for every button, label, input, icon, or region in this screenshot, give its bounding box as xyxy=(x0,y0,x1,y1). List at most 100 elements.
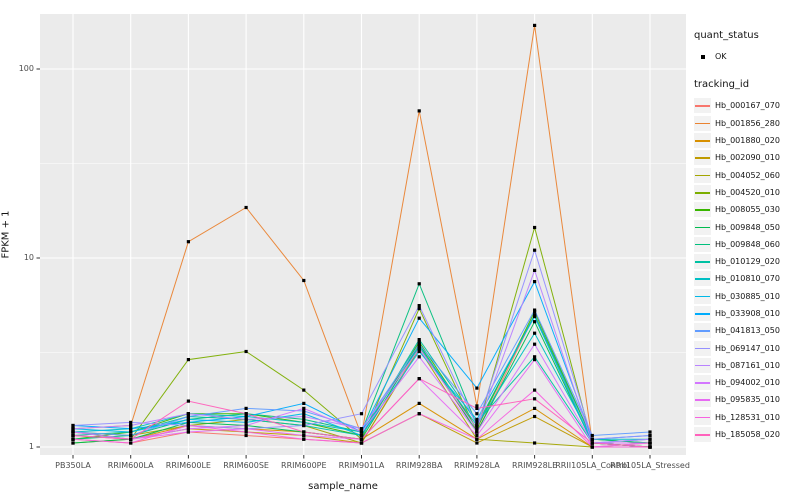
data-point xyxy=(533,355,537,359)
data-point xyxy=(590,437,594,441)
data-point xyxy=(71,441,75,445)
data-point xyxy=(417,412,421,416)
line-swatch-icon xyxy=(694,150,711,166)
data-point xyxy=(186,240,190,244)
data-point xyxy=(302,417,306,421)
legend-item-label: Hb_004052_060 xyxy=(715,170,780,180)
legend-item-Hb_094002_010: Hb_094002_010 xyxy=(694,374,800,391)
legend-item-label: Hb_001856_280 xyxy=(715,118,780,128)
data-point xyxy=(359,430,364,434)
data-point xyxy=(186,427,190,431)
data-point xyxy=(590,433,594,438)
data-point xyxy=(186,412,190,416)
data-point xyxy=(648,445,652,449)
legend-item-label: Hb_033908_010 xyxy=(715,309,780,318)
data-point xyxy=(71,427,75,431)
data-point xyxy=(533,414,537,419)
data-point xyxy=(186,417,190,421)
data-point xyxy=(302,423,306,428)
data-point xyxy=(244,420,248,424)
legend-item-Hb_009848_060: Hb_009848_060 xyxy=(694,236,800,253)
data-point xyxy=(186,399,190,403)
y-tick-label: 10 xyxy=(23,253,34,262)
line-swatch-icon xyxy=(694,202,711,218)
data-point xyxy=(417,307,421,311)
x-tick-label: RRIM600PE xyxy=(281,461,327,470)
data-point xyxy=(533,388,537,392)
data-point xyxy=(648,433,652,438)
data-point xyxy=(475,417,479,421)
x-tick-label: RRIM928LE xyxy=(512,461,558,470)
data-point xyxy=(417,342,421,346)
y-axis-title: FPKM + 1 xyxy=(0,210,12,259)
data-point xyxy=(475,386,479,390)
line-swatch-icon xyxy=(694,167,711,183)
plot-panel xyxy=(40,14,686,455)
line-swatch-icon xyxy=(694,323,711,339)
legend-item-Hb_004052_060: Hb_004052_060 xyxy=(694,166,800,183)
data-point xyxy=(302,406,306,410)
data-point xyxy=(417,401,421,405)
data-point xyxy=(533,225,537,230)
legend-item-Hb_000167_070: Hb_000167_070 xyxy=(694,97,800,114)
data-point xyxy=(533,331,537,335)
data-point xyxy=(417,340,421,344)
data-point xyxy=(302,437,306,441)
data-point xyxy=(302,420,306,424)
line-swatch-icon xyxy=(694,288,711,304)
legend-panel: quant_status OK tracking_id Hb_000167_07… xyxy=(694,30,800,443)
x-axis-title: sample_name xyxy=(308,481,378,492)
data-point xyxy=(359,427,364,431)
data-point xyxy=(417,345,421,349)
legend-tracking-id: tracking_id Hb_000167_070 Hb_001856_280 Hb… xyxy=(694,79,800,443)
data-point xyxy=(648,441,652,445)
data-point xyxy=(302,409,306,413)
legend-item-Hb_185058_020: Hb_185058_020 xyxy=(694,426,800,443)
data-point xyxy=(244,433,248,438)
legend-item-label: Hb_009848_060 xyxy=(715,239,780,249)
data-point xyxy=(359,437,364,441)
data-point xyxy=(533,320,537,324)
data-point xyxy=(244,349,248,354)
ok-point-icon xyxy=(694,49,711,64)
legend-item-label: Hb_004520_010 xyxy=(715,187,780,197)
legend-item-Hb_010810_070: Hb_010810_070 xyxy=(694,270,800,287)
legend-item-label: Hb_087161_010 xyxy=(715,360,780,370)
line-swatch-icon xyxy=(694,427,711,443)
line-swatch-icon xyxy=(694,184,711,200)
data-point xyxy=(129,420,133,424)
data-point xyxy=(417,304,421,308)
x-tick-label: RRII105LA_Control xyxy=(555,461,630,470)
line-swatch-icon xyxy=(694,271,711,287)
data-point xyxy=(244,412,248,416)
legend-item-label: Hb_094002_010 xyxy=(715,378,780,388)
legend-item-Hb_001856_280: Hb_001856_280 xyxy=(694,115,800,132)
legend-item-label: Hb_001880_020 xyxy=(715,136,780,146)
legend-item-label: Hb_128531_010 xyxy=(715,412,780,422)
data-point xyxy=(186,430,190,434)
legend-item-ok: OK xyxy=(694,48,800,65)
line-swatch-icon xyxy=(694,357,711,373)
legend-item-Hb_002090_010: Hb_002090_010 xyxy=(694,149,800,166)
data-point xyxy=(359,433,364,438)
data-point xyxy=(590,441,594,445)
data-point xyxy=(244,427,248,431)
line-swatch-icon xyxy=(694,236,711,252)
legend-item-label: Hb_185058_020 xyxy=(715,430,780,440)
x-tick-label: RRIM901LA xyxy=(338,461,385,470)
legend-item-Hb_010129_020: Hb_010129_020 xyxy=(694,253,800,270)
data-point xyxy=(302,430,306,434)
x-tick-label: RRIM928BA xyxy=(395,461,443,470)
data-point xyxy=(417,109,421,113)
data-point xyxy=(475,420,479,424)
data-point xyxy=(129,441,133,445)
line-swatch-icon xyxy=(694,306,711,321)
data-point xyxy=(244,430,248,434)
legend-item-Hb_087161_010: Hb_087161_010 xyxy=(694,357,800,374)
legend-item-label: Hb_010810_070 xyxy=(715,274,780,284)
data-point xyxy=(648,437,652,441)
data-point xyxy=(648,430,652,434)
data-point xyxy=(533,308,537,312)
line-swatch-icon xyxy=(694,340,711,356)
